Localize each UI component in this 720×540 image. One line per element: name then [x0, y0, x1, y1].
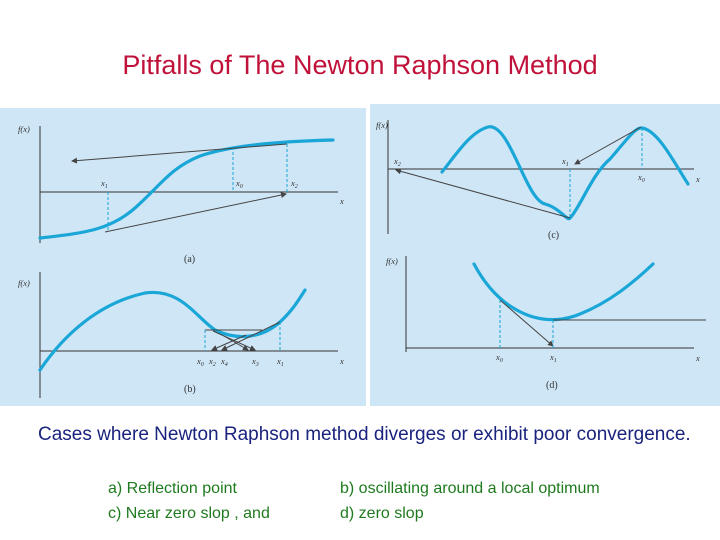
point-c-x0: x0 — [637, 172, 645, 184]
curve-d — [472, 262, 655, 322]
graph-c: f(x) x x2 x1 x0 (c) — [376, 120, 700, 241]
caption-b: (b) — [184, 384, 196, 395]
xlabel-a: x — [339, 196, 344, 206]
ylabel-b: f(x) — [18, 278, 30, 288]
point-d-x0: x0 — [495, 352, 503, 364]
xlabel-c: x — [695, 174, 700, 184]
figure-cd: f(x) x x2 x1 x0 (c) f(x) x x0 x1 (d) — [376, 120, 706, 391]
tangent-c-1 — [574, 126, 642, 165]
graph-b: f(x) x x0 x2 x4 x3 x1 (b) — [18, 272, 344, 398]
point-b-x0: x0 — [196, 356, 204, 368]
case-d-label: d) zero slop — [340, 505, 424, 522]
point-b-x4: x4 — [220, 356, 228, 368]
page-title: Pitfalls of The Newton Raphson Method — [122, 50, 598, 80]
curve-a — [38, 138, 335, 240]
point-b-x1: x1 — [276, 356, 284, 368]
graph-d: f(x) x x0 x1 (d) — [386, 256, 706, 391]
curve-c — [440, 125, 690, 221]
point-a-x2: x2 — [290, 178, 298, 190]
point-a-x0: x0 — [235, 178, 243, 190]
point-a-x1: x1 — [100, 178, 108, 190]
xlabel-b: x — [339, 356, 344, 366]
tangent-d-1 — [499, 299, 554, 347]
ylabel-a: f(x) — [18, 124, 30, 134]
point-b-x3: x3 — [251, 356, 259, 368]
point-d-x1: x1 — [549, 352, 557, 364]
case-a-label: a) Reflection point — [108, 480, 237, 497]
tangent-a-1 — [71, 143, 288, 164]
caption-d: (d) — [546, 380, 558, 391]
xlabel-d: x — [695, 353, 700, 363]
tangent-c-2 — [395, 168, 571, 219]
tangent-b-4 — [211, 334, 247, 351]
tangent-b-5 — [223, 335, 249, 351]
description-text: Cases where Newton Raphson method diverg… — [38, 424, 691, 445]
figure-panel-left: f(x) x x1 x0 x2 (a) f(x) x — [0, 108, 366, 406]
tangent-a-2 — [104, 192, 287, 233]
ylabel-c: f(x) — [376, 120, 388, 130]
graph-a: f(x) x x1 x0 x2 (a) — [18, 124, 344, 265]
ylabel-d: f(x) — [386, 256, 398, 266]
caption-a: (a) — [184, 254, 195, 265]
figure-panel-right: f(x) x x2 x1 x0 (c) f(x) x x0 x1 (d) — [370, 104, 720, 406]
point-c-x2: x2 — [393, 156, 401, 168]
caption-c: (c) — [548, 230, 559, 241]
point-b-x2: x2 — [208, 356, 216, 368]
figure-ab: f(x) x x1 x0 x2 (a) f(x) x — [18, 124, 344, 398]
tangent-b-2 — [221, 321, 281, 351]
curve-b — [38, 288, 307, 372]
point-c-x1: x1 — [561, 156, 569, 168]
case-b-label: b) oscillating around a local optimum — [340, 480, 600, 497]
case-c-label: c) Near zero slop , and — [108, 505, 270, 522]
